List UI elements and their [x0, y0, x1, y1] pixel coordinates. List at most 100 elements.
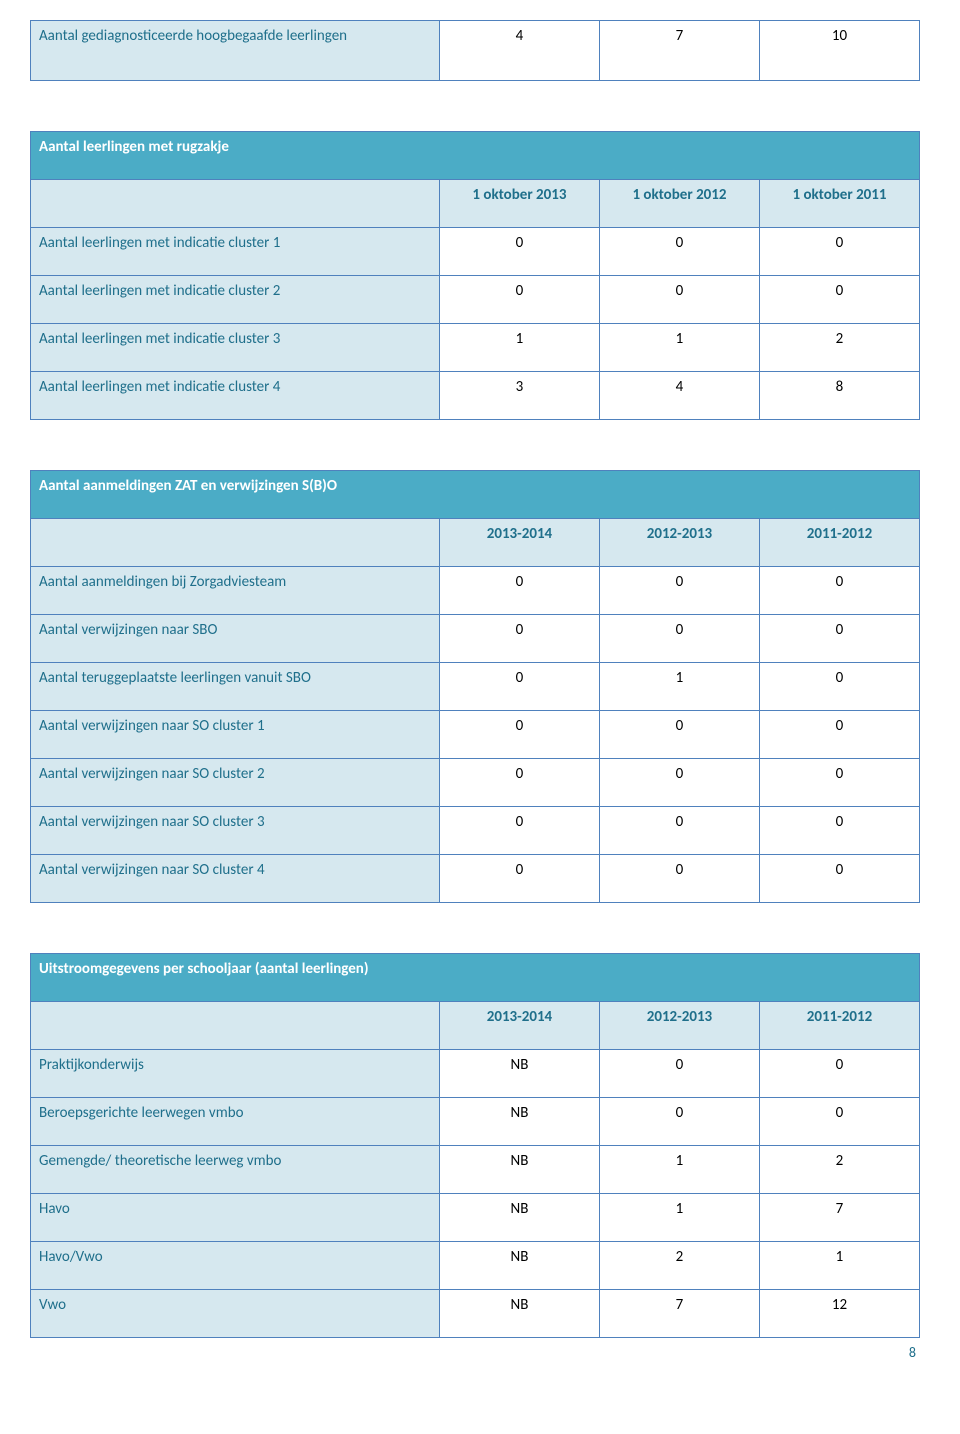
table-row: Havo/Vwo NB 2 1 — [31, 1242, 920, 1290]
section-title: Aantal aanmeldingen ZAT en verwijzingen … — [31, 471, 920, 519]
cell: 0 — [599, 615, 759, 663]
cell: 0 — [439, 759, 599, 807]
row-label: Praktijkonderwijs — [31, 1050, 440, 1098]
row-label: Beroepsgerichte leerwegen vmbo — [31, 1098, 440, 1146]
cell: 0 — [439, 228, 599, 276]
table-row: Aantal verwijzingen naar SO cluster 4 0 … — [31, 855, 920, 903]
row-label: Aantal teruggeplaatste leerlingen vanuit… — [31, 663, 440, 711]
cell: 2 — [759, 324, 919, 372]
cell: 7 — [759, 1194, 919, 1242]
empty-header — [31, 1002, 440, 1050]
cell: 8 — [759, 372, 919, 420]
cell: NB — [439, 1050, 599, 1098]
row-label: Aantal verwijzingen naar SO cluster 2 — [31, 759, 440, 807]
table-row: Aantal verwijzingen naar SO cluster 3 0 … — [31, 807, 920, 855]
table-row: Aantal leerlingen met indicatie cluster … — [31, 324, 920, 372]
cell: 2 — [759, 1146, 919, 1194]
column-header: 1 oktober 2012 — [599, 180, 759, 228]
row-label: Havo/Vwo — [31, 1242, 440, 1290]
cell: 0 — [759, 1098, 919, 1146]
cell: 0 — [599, 711, 759, 759]
cell: 3 — [439, 372, 599, 420]
uitstroom-table: Uitstroomgegevens per schooljaar (aantal… — [30, 953, 920, 1338]
table-row: Gemengde/ theoretische leerweg vmbo NB 1… — [31, 1146, 920, 1194]
cell: 0 — [599, 807, 759, 855]
page-number: 8 — [30, 1344, 920, 1361]
cell: 0 — [759, 855, 919, 903]
column-header-row: 2013-2014 2012-2013 2011-2012 — [31, 1002, 920, 1050]
column-header-row: 2013-2014 2012-2013 2011-2012 — [31, 519, 920, 567]
cell: 0 — [599, 276, 759, 324]
cell: 0 — [439, 807, 599, 855]
cell: 0 — [599, 1050, 759, 1098]
table-row: Aantal aanmeldingen bij Zorgadviesteam 0… — [31, 567, 920, 615]
cell: 0 — [759, 615, 919, 663]
table-row: Vwo NB 7 12 — [31, 1290, 920, 1338]
table-row: Havo NB 1 7 — [31, 1194, 920, 1242]
rugzakje-table: Aantal leerlingen met rugzakje 1 oktober… — [30, 131, 920, 420]
table-row: Aantal leerlingen met indicatie cluster … — [31, 276, 920, 324]
cell: 0 — [439, 567, 599, 615]
row-label: Aantal verwijzingen naar SO cluster 4 — [31, 855, 440, 903]
cell: 0 — [439, 276, 599, 324]
cell: 0 — [599, 567, 759, 615]
cell: 1 — [599, 663, 759, 711]
cell: 4 — [439, 21, 599, 81]
cell: 0 — [759, 807, 919, 855]
cell: 2 — [599, 1242, 759, 1290]
row-label: Aantal leerlingen met indicatie cluster … — [31, 324, 440, 372]
cell: 0 — [599, 1098, 759, 1146]
cell: NB — [439, 1194, 599, 1242]
zat-table: Aantal aanmeldingen ZAT en verwijzingen … — [30, 470, 920, 903]
empty-header — [31, 519, 440, 567]
cell: 0 — [439, 663, 599, 711]
table-row: Beroepsgerichte leerwegen vmbo NB 0 0 — [31, 1098, 920, 1146]
cell: 0 — [439, 711, 599, 759]
cell: 1 — [439, 324, 599, 372]
table-row: Aantal leerlingen met indicatie cluster … — [31, 228, 920, 276]
row-label: Havo — [31, 1194, 440, 1242]
cell: 0 — [759, 759, 919, 807]
column-header: 2011-2012 — [759, 519, 919, 567]
cell: 0 — [439, 615, 599, 663]
cell: 1 — [599, 1146, 759, 1194]
column-header: 2011-2012 — [759, 1002, 919, 1050]
cell: 4 — [599, 372, 759, 420]
row-label: Aantal aanmeldingen bij Zorgadviesteam — [31, 567, 440, 615]
cell: 0 — [759, 276, 919, 324]
column-header: 1 oktober 2011 — [759, 180, 919, 228]
column-header: 2012-2013 — [599, 519, 759, 567]
cell: 0 — [759, 1050, 919, 1098]
row-label: Vwo — [31, 1290, 440, 1338]
cell: NB — [439, 1290, 599, 1338]
cell: 0 — [759, 228, 919, 276]
section-title: Aantal leerlingen met rugzakje — [31, 132, 920, 180]
column-header: 2012-2013 — [599, 1002, 759, 1050]
column-header: 1 oktober 2013 — [439, 180, 599, 228]
cell: 0 — [599, 855, 759, 903]
row-label: Aantal verwijzingen naar SO cluster 3 — [31, 807, 440, 855]
cell: 0 — [759, 663, 919, 711]
row-label: Aantal verwijzingen naar SO cluster 1 — [31, 711, 440, 759]
row-label: Aantal verwijzingen naar SBO — [31, 615, 440, 663]
cell: 12 — [759, 1290, 919, 1338]
table-row: Aantal verwijzingen naar SO cluster 1 0 … — [31, 711, 920, 759]
row-label: Gemengde/ theoretische leerweg vmbo — [31, 1146, 440, 1194]
cell: 7 — [599, 21, 759, 81]
table-row: Aantal verwijzingen naar SO cluster 2 0 … — [31, 759, 920, 807]
column-header: 2013-2014 — [439, 519, 599, 567]
row-label: Aantal gediagnosticeerde hoogbegaafde le… — [31, 21, 440, 81]
row-label: Aantal leerlingen met indicatie cluster … — [31, 228, 440, 276]
section-header-row: Aantal aanmeldingen ZAT en verwijzingen … — [31, 471, 920, 519]
cell: 0 — [759, 711, 919, 759]
row-label: Aantal leerlingen met indicatie cluster … — [31, 372, 440, 420]
cell: 0 — [439, 855, 599, 903]
cell: NB — [439, 1146, 599, 1194]
empty-header — [31, 180, 440, 228]
table-row: Aantal teruggeplaatste leerlingen vanuit… — [31, 663, 920, 711]
section-header-row: Aantal leerlingen met rugzakje — [31, 132, 920, 180]
cell: NB — [439, 1098, 599, 1146]
column-header-row: 1 oktober 2013 1 oktober 2012 1 oktober … — [31, 180, 920, 228]
section-title: Uitstroomgegevens per schooljaar (aantal… — [31, 954, 920, 1002]
table-row: Aantal gediagnosticeerde hoogbegaafde le… — [31, 21, 920, 81]
